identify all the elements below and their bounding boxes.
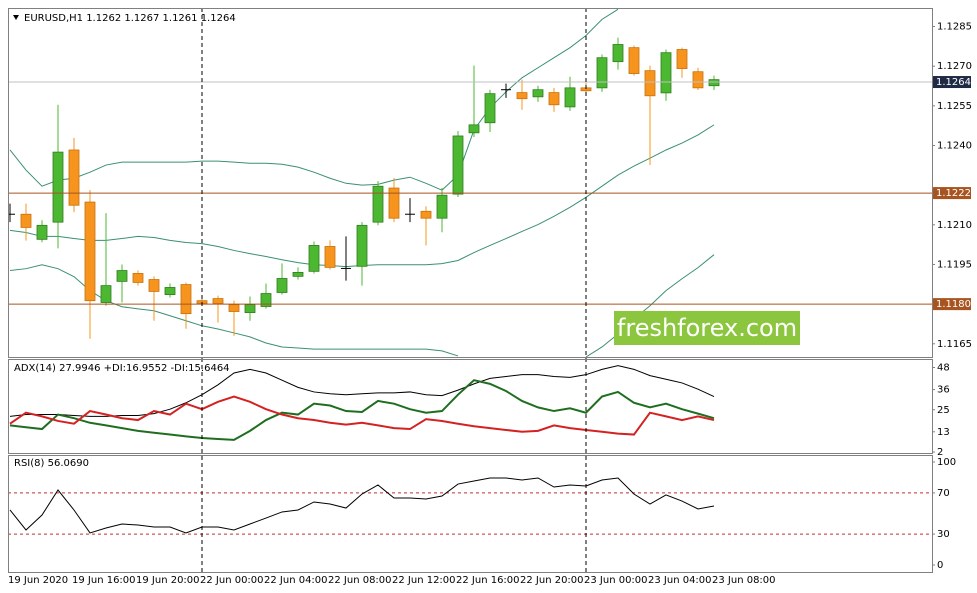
candle-body	[596, 57, 608, 89]
candle-body	[628, 47, 640, 74]
axes: 1.1285 1.1270 1.1255 1.1240 1.1210 1.1195 1.11…	[8, 22, 972, 586]
candle-body	[276, 278, 288, 293]
candle-body	[372, 185, 384, 223]
candle-body	[244, 304, 256, 313]
candle-body	[436, 194, 448, 219]
indicator-line	[9, 365, 715, 417]
candle-body	[132, 273, 144, 283]
price-panel	[8, 8, 932, 357]
candle-body	[68, 149, 80, 206]
x-tick-label: 23 Jun 00:00	[584, 575, 648, 586]
candle-body	[148, 279, 160, 292]
level-label: 1.1222	[936, 188, 971, 199]
indicator-line	[9, 477, 715, 534]
candle-body	[660, 52, 672, 94]
y-tick-label: 13	[937, 427, 950, 438]
y-tick-label: 1.1195	[937, 259, 972, 270]
candle-body	[212, 298, 224, 304]
y-tick-label: 1.1210	[937, 220, 972, 231]
rsi-panel	[8, 477, 932, 535]
watermark: freshforex.com	[617, 314, 797, 342]
x-tick-label: 22 Jun 00:00	[200, 575, 264, 586]
candle-body	[612, 44, 624, 63]
candle-body	[164, 287, 176, 296]
candle-body	[84, 201, 96, 302]
y-tick-label: 1.1270	[937, 61, 972, 72]
adx-panel	[9, 365, 715, 441]
candle-body	[20, 213, 32, 228]
x-tick-label: 22 Jun 04:00	[264, 575, 328, 586]
candle-body	[180, 284, 192, 315]
candle-body	[644, 70, 656, 97]
candle-body	[548, 92, 560, 106]
last-price-box	[933, 76, 971, 89]
candle-body	[116, 270, 128, 282]
indicator-line	[9, 379, 715, 441]
candle-body	[708, 79, 720, 87]
y-tick-label: 1.1240	[937, 140, 972, 151]
candle-body	[484, 93, 496, 124]
x-tick-label: 23 Jun 04:00	[648, 575, 712, 586]
candle-body	[388, 187, 400, 219]
y-tick-label: 0	[937, 560, 943, 571]
candle-body	[356, 224, 368, 267]
candle-body	[292, 271, 304, 277]
rsi-title: RSI(8) 56.0690	[14, 458, 89, 469]
candle-body	[516, 92, 528, 100]
y-tick-label: 2	[937, 447, 943, 458]
y-tick-label: 36	[937, 385, 950, 396]
candle-body	[692, 71, 704, 89]
candle-body	[228, 304, 240, 312]
x-tick-label: 19 Jun 2020	[8, 575, 68, 586]
candle-body	[676, 49, 688, 69]
y-tick-label: 70	[937, 488, 950, 499]
x-tick-label: 22 Jun 16:00	[456, 575, 520, 586]
candle-body	[452, 135, 464, 195]
candle-body	[324, 246, 336, 268]
level-label-box	[933, 298, 971, 311]
candle-body	[564, 87, 576, 108]
level-label-box	[933, 187, 971, 200]
collapse-arrow	[13, 15, 19, 20]
y-tick-label: 48	[937, 363, 950, 374]
x-tick-label: 22 Jun 20:00	[520, 575, 584, 586]
watermark-box	[614, 311, 800, 345]
indicator-line	[9, 395, 715, 436]
candle-body	[308, 245, 320, 272]
x-tick-label: 23 Jun 08:00	[712, 575, 776, 586]
indicator-line	[585, 254, 715, 357]
y-tick-label: 1.1255	[937, 101, 972, 112]
panel-frame	[8, 455, 933, 573]
panel-frame	[8, 359, 933, 454]
candle-body	[36, 224, 48, 240]
candle-body	[52, 151, 64, 223]
y-tick-label: 1.1285	[937, 22, 972, 33]
candle-body	[100, 285, 112, 303]
last-price-label: 1.1264	[936, 77, 971, 88]
chart-title: EURUSD,H1 1.1262 1.1267 1.1261 1.1264	[24, 13, 236, 24]
y-tick-label: 25	[937, 405, 950, 416]
y-tick-label: 1.1165	[937, 339, 972, 350]
level-label: 1.1180	[936, 299, 971, 310]
candle-body	[420, 210, 432, 219]
x-tick-label: 22 Jun 12:00	[392, 575, 456, 586]
x-tick-label: 22 Jun 08:00	[328, 575, 392, 586]
candle-body	[260, 293, 272, 307]
y-tick-label: 100	[937, 457, 956, 468]
x-tick-label: 19 Jun 16:00	[72, 575, 136, 586]
panel-frame	[8, 8, 933, 358]
x-tick-label: 19 Jun 20:00	[136, 575, 200, 586]
candle-body	[468, 124, 480, 134]
candle-body	[532, 89, 544, 98]
adx-title: ADX(14) 27.9946 +DI:16.9552 -DI:15.6464	[14, 363, 230, 374]
y-tick-label: 30	[937, 529, 950, 540]
